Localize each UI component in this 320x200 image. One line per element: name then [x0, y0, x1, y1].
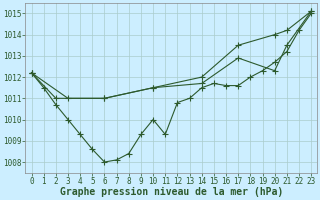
X-axis label: Graphe pression niveau de la mer (hPa): Graphe pression niveau de la mer (hPa)	[60, 187, 283, 197]
